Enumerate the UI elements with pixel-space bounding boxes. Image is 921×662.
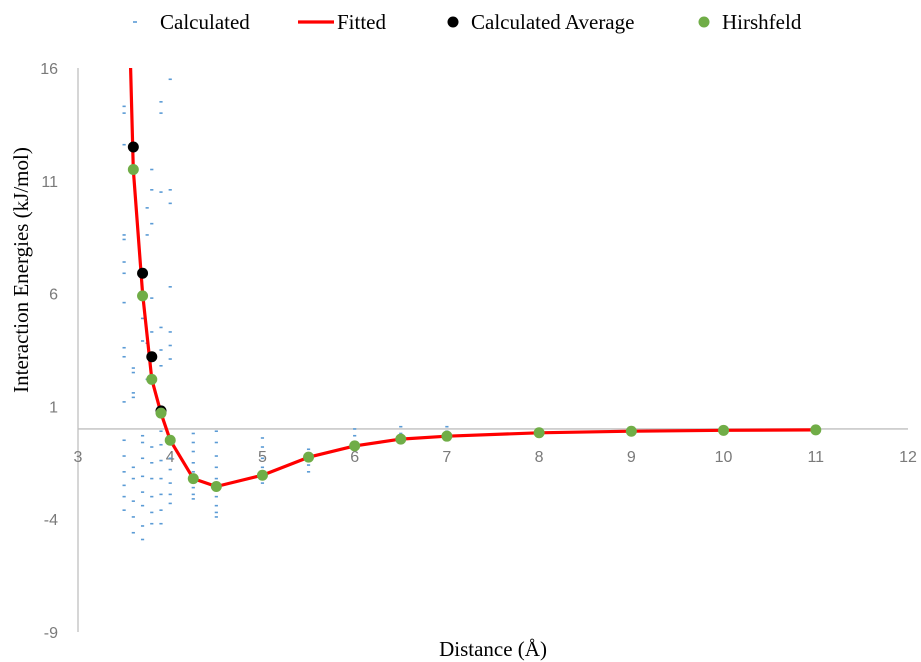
legend-hirshfeld-marker: [698, 16, 710, 28]
hirshfeld-point: [164, 434, 176, 446]
legend-calculated-label: Calculated: [160, 10, 250, 34]
hirshfeld-point: [718, 424, 730, 436]
legend-average-label: Calculated Average: [471, 10, 634, 34]
hirshfeld-point: [127, 164, 139, 176]
calculated-average-point: [146, 351, 158, 363]
y-tick-label: -9: [44, 625, 58, 642]
hirshfeld-point: [210, 480, 222, 492]
y-tick-label: -4: [44, 512, 58, 529]
x-tick-label: 3: [74, 449, 83, 466]
y-axis: 16 11 6 1 -4 -9: [40, 61, 79, 642]
y-tick-label: 1: [49, 399, 58, 416]
calculated-average-point: [127, 141, 139, 153]
legend: Calculated Fitted Calculated Average Hirshf…: [133, 10, 802, 34]
x-tick-label: 9: [627, 449, 636, 466]
hirshfeld-point: [137, 290, 149, 302]
x-tick-label: 4: [166, 449, 175, 466]
y-tick-label: 11: [41, 174, 58, 191]
x-tick-label: 11: [807, 449, 824, 466]
x-tick-label: 8: [535, 449, 544, 466]
hirshfeld-point: [303, 451, 315, 463]
hirshfeld-point: [256, 469, 268, 481]
x-axis-title: Distance (Å): [439, 637, 547, 661]
x-tick-label: 5: [258, 449, 267, 466]
legend-average-marker: [447, 16, 459, 28]
calculated-series: [122, 78, 449, 541]
hirshfeld-point: [441, 430, 453, 442]
hirshfeld-point: [533, 427, 545, 439]
calculated-average-point: [137, 267, 149, 279]
x-tick-label: 7: [442, 449, 451, 466]
y-axis-title: Interaction Energies (kJ/mol): [9, 147, 33, 393]
y-tick-label: 16: [40, 61, 58, 78]
legend-hirshfeld-label: Hirshfeld: [722, 10, 802, 34]
legend-fitted-label: Fitted: [337, 10, 387, 34]
hirshfeld-point: [187, 473, 199, 485]
hirshfeld-point: [810, 424, 822, 436]
x-tick-label: 6: [350, 449, 359, 466]
hirshfeld-point: [349, 440, 361, 452]
x-tick-label: 10: [715, 449, 733, 466]
fitted-line: [129, 67, 816, 489]
hirshfeld-point: [146, 373, 158, 385]
hirshfeld-point: [395, 433, 407, 445]
fitted-series: [129, 67, 816, 489]
hirshfeld-series: [127, 164, 822, 492]
y-tick-label: 6: [49, 287, 58, 304]
hirshfeld-point: [625, 425, 637, 437]
hirshfeld-point: [155, 407, 167, 419]
x-tick-label: 12: [899, 449, 917, 466]
